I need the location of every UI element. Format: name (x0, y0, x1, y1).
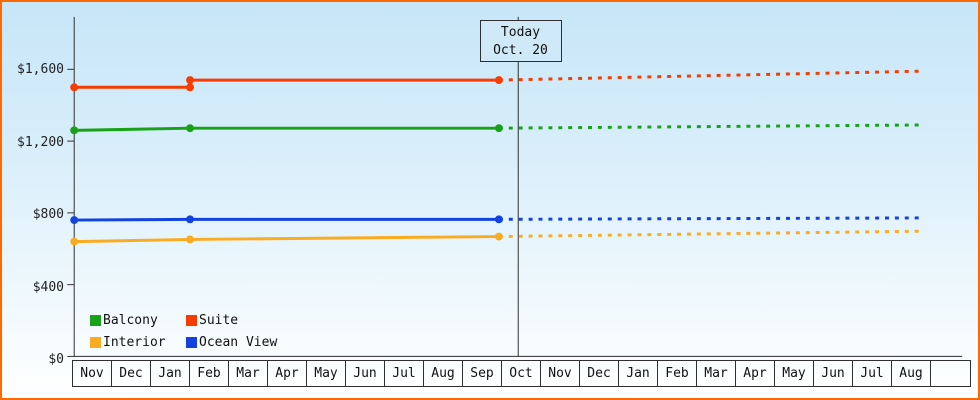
x-axis-month: Apr (268, 361, 307, 386)
x-axis-month: Sep (463, 361, 502, 386)
legend-label: Suite (199, 313, 239, 328)
x-axis-month: Nov (73, 361, 112, 386)
x-axis-month: May (775, 361, 814, 386)
legend-swatch (90, 315, 101, 326)
y-axis-label: $1,600 (17, 62, 64, 77)
x-axis-month: Jun (814, 361, 853, 386)
x-axis-month: Feb (190, 361, 229, 386)
y-axis-label: $400 (32, 279, 64, 295)
legend-swatch (186, 315, 197, 326)
x-axis-month: Dec (580, 361, 619, 386)
x-axis-month: Feb (658, 361, 697, 386)
legend-swatch (186, 337, 197, 348)
legend-swatch (90, 337, 101, 348)
x-axis-month: Apr (736, 361, 775, 386)
y-axis-label: $800 (32, 207, 64, 222)
x-axis-month: Dec (112, 361, 151, 386)
x-axis-empty-cell (931, 361, 970, 386)
legend-label: Balcony (103, 313, 158, 328)
x-axis-month: Jul (385, 361, 424, 386)
legend: Balcony Suite Interior Ocean View (90, 313, 326, 350)
legend-item: Ocean View (186, 335, 326, 350)
x-axis-month: Jan (619, 361, 658, 386)
today-date: Oct. 20 (493, 43, 548, 58)
x-axis-month: Aug (424, 361, 463, 386)
legend-label: Interior (103, 335, 166, 350)
legend-label: Ocean View (199, 335, 278, 350)
x-axis-month: May (307, 361, 346, 386)
legend-item: Interior (90, 335, 186, 350)
x-axis-month: Oct (502, 361, 541, 386)
legend-item: Suite (186, 313, 326, 328)
x-axis-month: Mar (697, 361, 736, 386)
legend-item: Balcony (90, 313, 186, 328)
x-axis-month: Nov (541, 361, 580, 386)
today-annotation: Today Oct. 20 (479, 20, 562, 62)
x-axis-month: Jan (151, 361, 190, 386)
x-axis-month: Jul (853, 361, 892, 386)
y-axis-label: $1,200 (17, 134, 64, 150)
x-axis-month: Jun (346, 361, 385, 386)
x-axis-month: Aug (892, 361, 931, 386)
today-label: Today (500, 25, 541, 40)
y-axis-label: $0 (48, 352, 64, 367)
x-axis: Nov Dec Jan Feb Mar Apr May Jun Jul Aug Sep Oct Nov D… (72, 360, 971, 387)
x-axis-month: Mar (229, 361, 268, 386)
